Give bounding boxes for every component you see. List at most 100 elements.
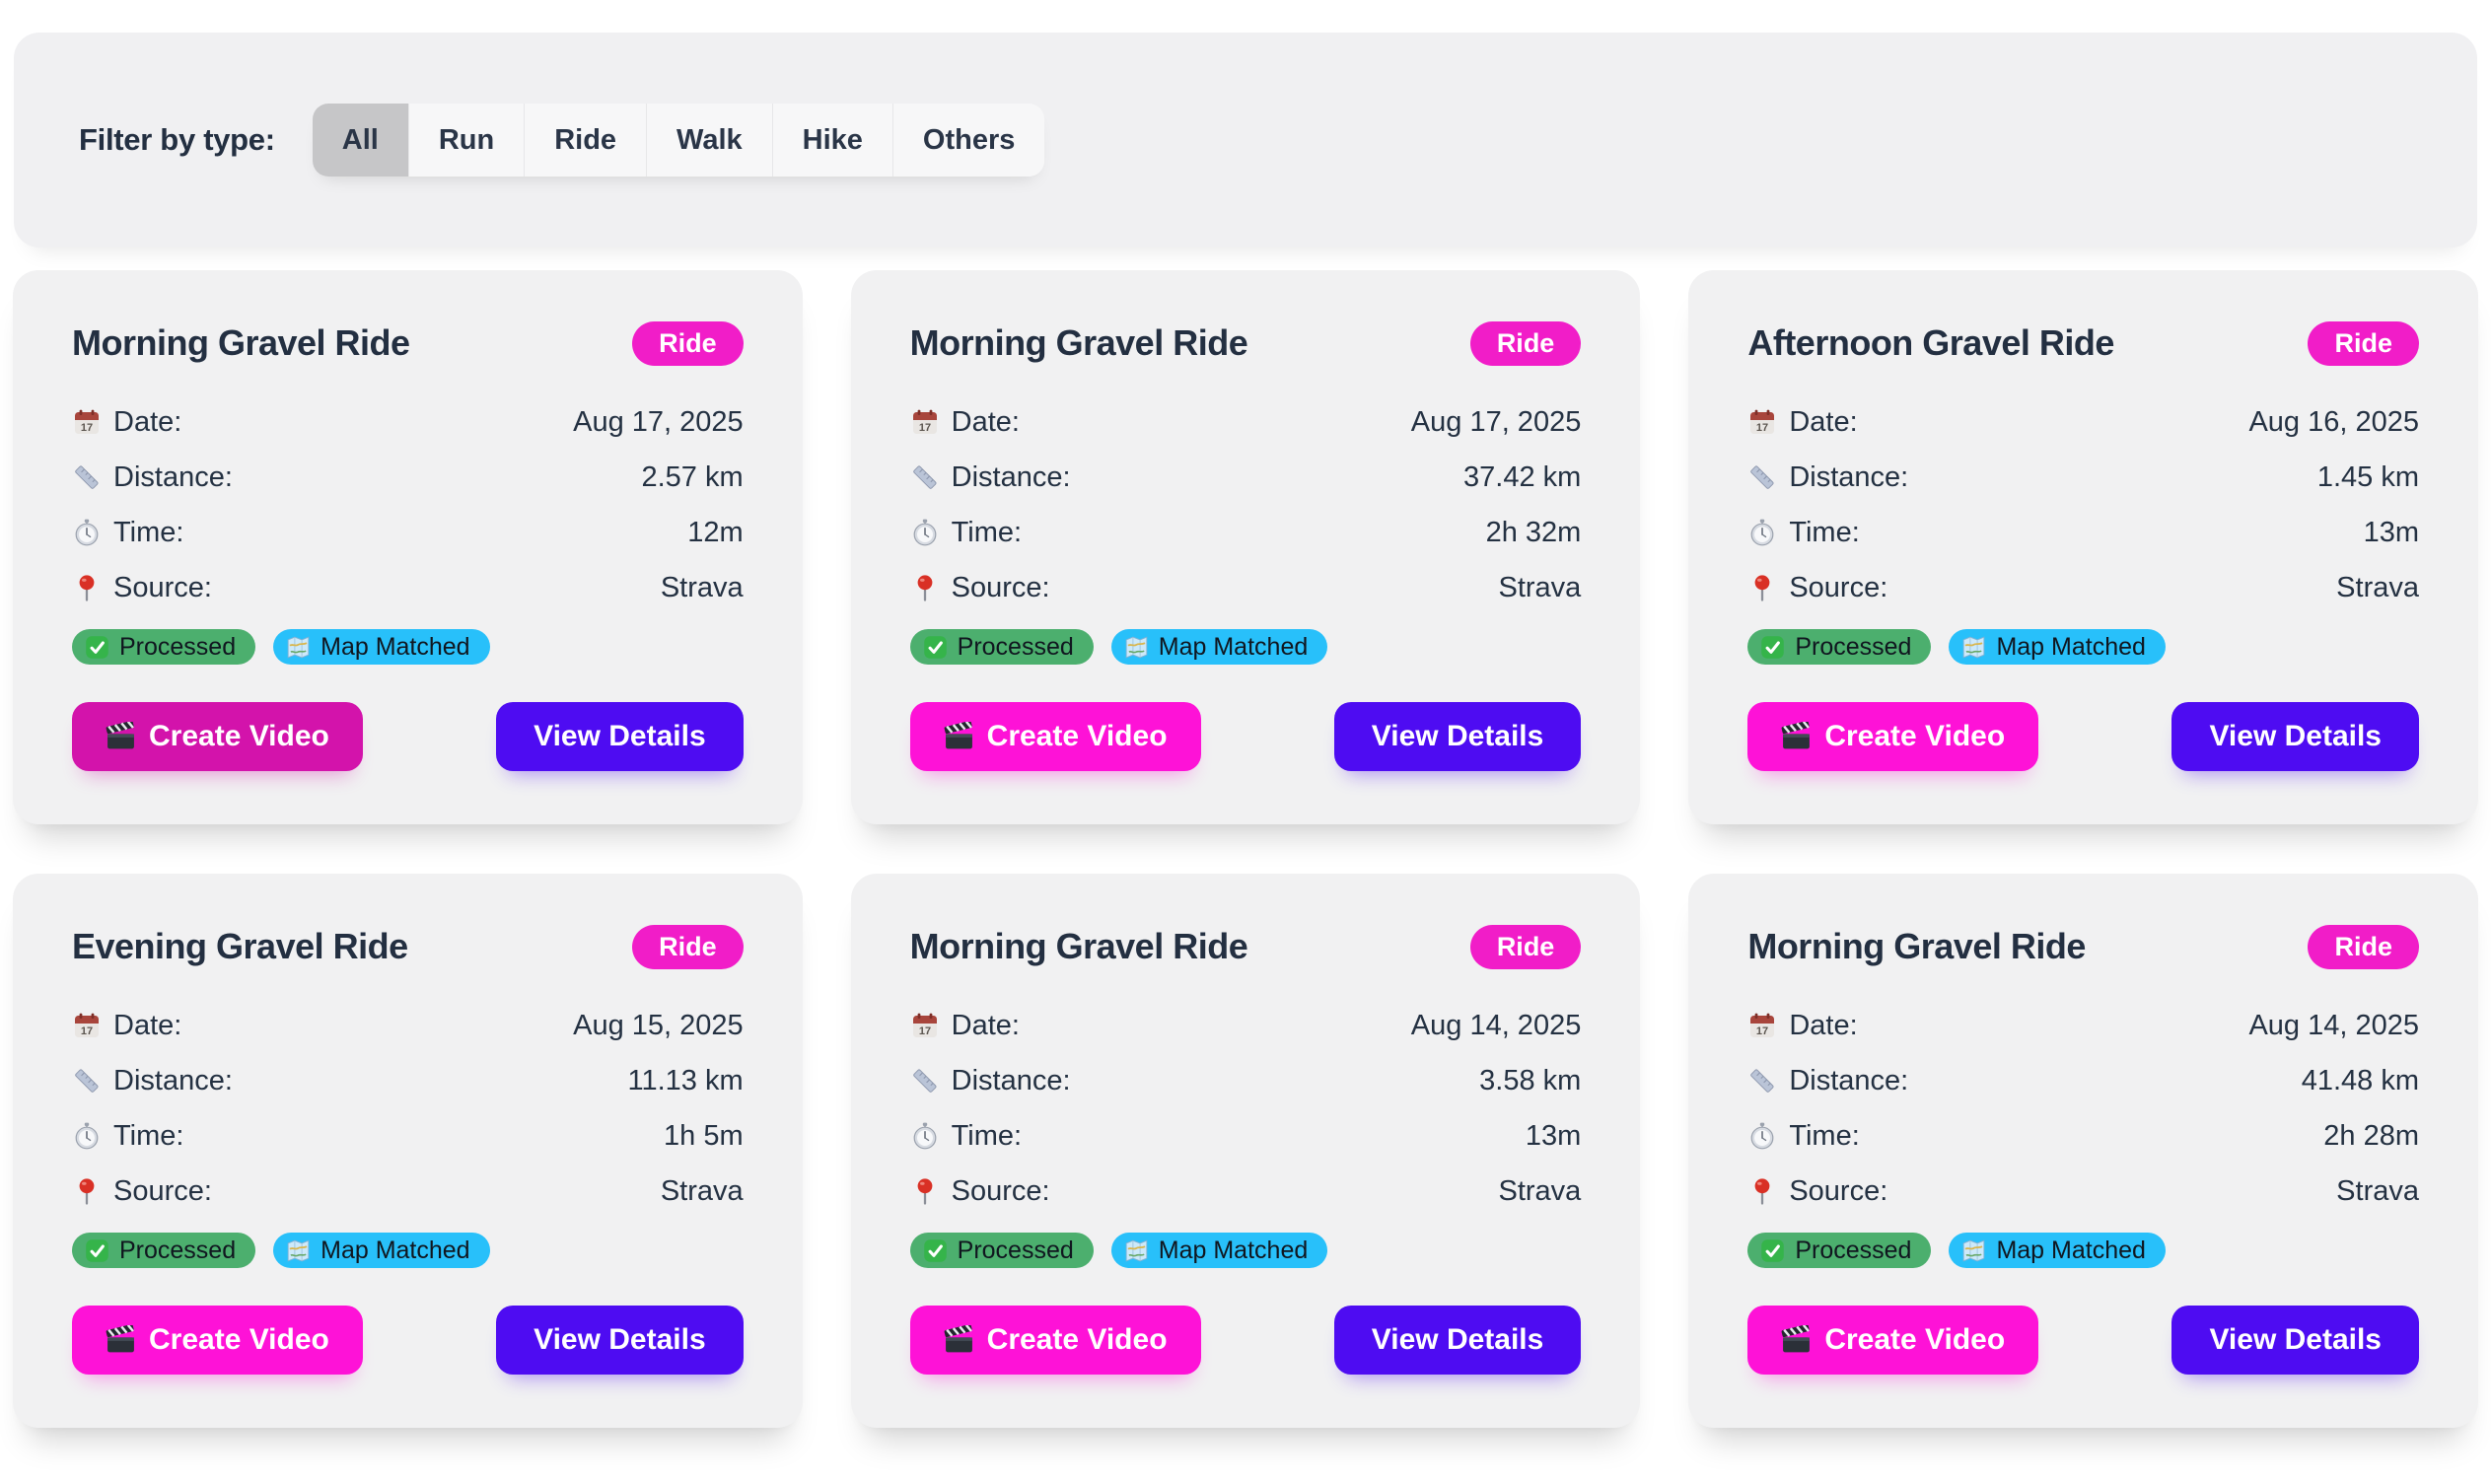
filter-bar: Filter by type: All Run Ride Walk Hike O… (14, 33, 2477, 247)
filter-option-ride[interactable]: Ride (524, 104, 647, 177)
date-label: Date: (113, 1009, 182, 1041)
map-icon (285, 634, 312, 661)
create-video-button[interactable]: Create Video (72, 1306, 363, 1375)
map-matched-badge: Map Matched (1110, 1233, 1328, 1268)
source-label: Source: (113, 571, 212, 603)
date-row: Date: Aug 17, 2025 (910, 394, 1582, 450)
view-details-button[interactable]: View Details (496, 702, 744, 771)
calendar-icon (72, 1011, 102, 1040)
date-value: Aug 15, 2025 (573, 1009, 744, 1041)
time-value: 13m (2363, 516, 2419, 548)
processed-badge: Processed (909, 1233, 1094, 1268)
source-row: Source: Strava (910, 1164, 1582, 1219)
date-value: Aug 17, 2025 (1410, 405, 1582, 438)
clapperboard-icon (1781, 722, 1812, 752)
activity-card: Morning Gravel Ride Ride Date: Aug 14, 2… (1688, 874, 2478, 1428)
clapperboard-icon (1781, 1325, 1812, 1356)
stopwatch-icon (1747, 518, 1777, 547)
distance-label: Distance: (1789, 460, 1909, 493)
source-row: Source: Strava (910, 560, 1581, 615)
create-video-button[interactable]: Create Video (1747, 1306, 2039, 1375)
date-row: Date: Aug 16, 2025 (1747, 394, 2419, 450)
source-row: Source: Strava (1747, 560, 2419, 615)
time-row: Time: 2h 32m (910, 505, 1581, 560)
check-icon (922, 634, 949, 661)
filter-option-run[interactable]: Run (407, 104, 525, 177)
activity-card: Morning Gravel Ride Ride Date: Aug 17, 2… (850, 270, 1641, 824)
map-matched-badge: Map Matched (273, 629, 490, 665)
ruler-icon (1747, 1066, 1777, 1095)
filter-option-hike[interactable]: Hike (771, 104, 892, 177)
activity-card: Morning Gravel Ride Ride Date: Aug 14, 2… (850, 874, 1641, 1428)
view-details-button[interactable]: View Details (496, 1306, 744, 1375)
date-value: Aug 17, 2025 (573, 405, 744, 438)
date-value: Aug 16, 2025 (2248, 405, 2419, 438)
activity-card: Evening Gravel Ride Ride Date: Aug 15, 2… (13, 874, 803, 1428)
view-details-button[interactable]: View Details (1333, 702, 1582, 771)
date-row: Date: Aug 14, 2025 (1747, 998, 2419, 1053)
date-label: Date: (951, 1009, 1020, 1041)
activity-grid: Morning Gravel Ride Ride Date: Aug 17, 2… (13, 270, 2478, 1428)
time-value: 1h 5m (664, 1119, 744, 1152)
time-label: Time: (951, 516, 1023, 548)
view-details-button[interactable]: View Details (2171, 1306, 2419, 1375)
time-row: Time: 13m (910, 1108, 1581, 1164)
card-title: Afternoon Gravel Ride (1747, 322, 2114, 363)
time-row: Time: 2h 28m (1747, 1108, 2419, 1164)
clapperboard-icon (944, 722, 974, 752)
create-video-button[interactable]: Create Video (72, 702, 363, 771)
pushpin-icon (1747, 573, 1777, 602)
card-title: Morning Gravel Ride (909, 926, 1248, 966)
calendar-icon (910, 407, 940, 437)
distance-row: Distance: 11.13 km (72, 1053, 744, 1108)
check-icon (922, 1237, 949, 1264)
processed-badge: Processed (1747, 1233, 1932, 1268)
distance-row: Distance: 37.42 km (910, 450, 1582, 505)
source-label: Source: (951, 571, 1050, 603)
card-title: Morning Gravel Ride (72, 322, 410, 363)
source-value: Strava (1498, 1174, 1582, 1207)
distance-value: 37.42 km (1463, 460, 1582, 493)
card-title: Morning Gravel Ride (909, 322, 1248, 363)
pushpin-icon (910, 1176, 940, 1206)
filter-option-walk[interactable]: Walk (646, 104, 772, 177)
date-value: Aug 14, 2025 (2248, 1009, 2419, 1041)
activity-card: Morning Gravel Ride Ride Date: Aug 17, 2… (13, 270, 803, 824)
create-video-button[interactable]: Create Video (909, 1306, 1201, 1375)
ruler-icon (72, 462, 102, 492)
processed-badge: Processed (1747, 629, 1932, 665)
stopwatch-icon (910, 1121, 940, 1151)
filter-option-others[interactable]: Others (891, 104, 1045, 177)
calendar-icon (1747, 407, 1777, 437)
source-value: Strava (2336, 1174, 2419, 1207)
map-matched-badge: Map Matched (273, 1233, 490, 1268)
distance-label: Distance: (1789, 1064, 1909, 1096)
activity-type-badge: Ride (632, 925, 744, 970)
time-row: Time: 13m (1747, 505, 2419, 560)
view-details-button[interactable]: View Details (2171, 702, 2419, 771)
map-matched-badge: Map Matched (1949, 629, 2166, 665)
date-row: Date: Aug 17, 2025 (72, 394, 744, 450)
time-label: Time: (113, 1119, 184, 1152)
map-icon (1123, 634, 1150, 661)
ruler-icon (72, 1066, 102, 1095)
distance-value: 41.48 km (2301, 1064, 2419, 1096)
calendar-icon (910, 1011, 940, 1040)
filter-option-all[interactable]: All (312, 104, 408, 177)
time-label: Time: (113, 516, 184, 548)
distance-label: Distance: (113, 1064, 233, 1096)
processed-badge: Processed (72, 629, 256, 665)
time-value: 12m (687, 516, 744, 548)
source-value: Strava (660, 571, 744, 603)
activity-type-badge: Ride (632, 321, 744, 367)
create-video-button[interactable]: Create Video (1747, 702, 2039, 771)
distance-value: 3.58 km (1479, 1064, 1582, 1096)
distance-label: Distance: (113, 460, 233, 493)
create-video-button[interactable]: Create Video (909, 702, 1201, 771)
pushpin-icon (1747, 1176, 1777, 1206)
stopwatch-icon (910, 518, 940, 547)
clapperboard-icon (106, 1325, 136, 1356)
calendar-icon (72, 407, 102, 437)
date-row: Date: Aug 15, 2025 (72, 998, 744, 1053)
view-details-button[interactable]: View Details (1333, 1306, 1582, 1375)
